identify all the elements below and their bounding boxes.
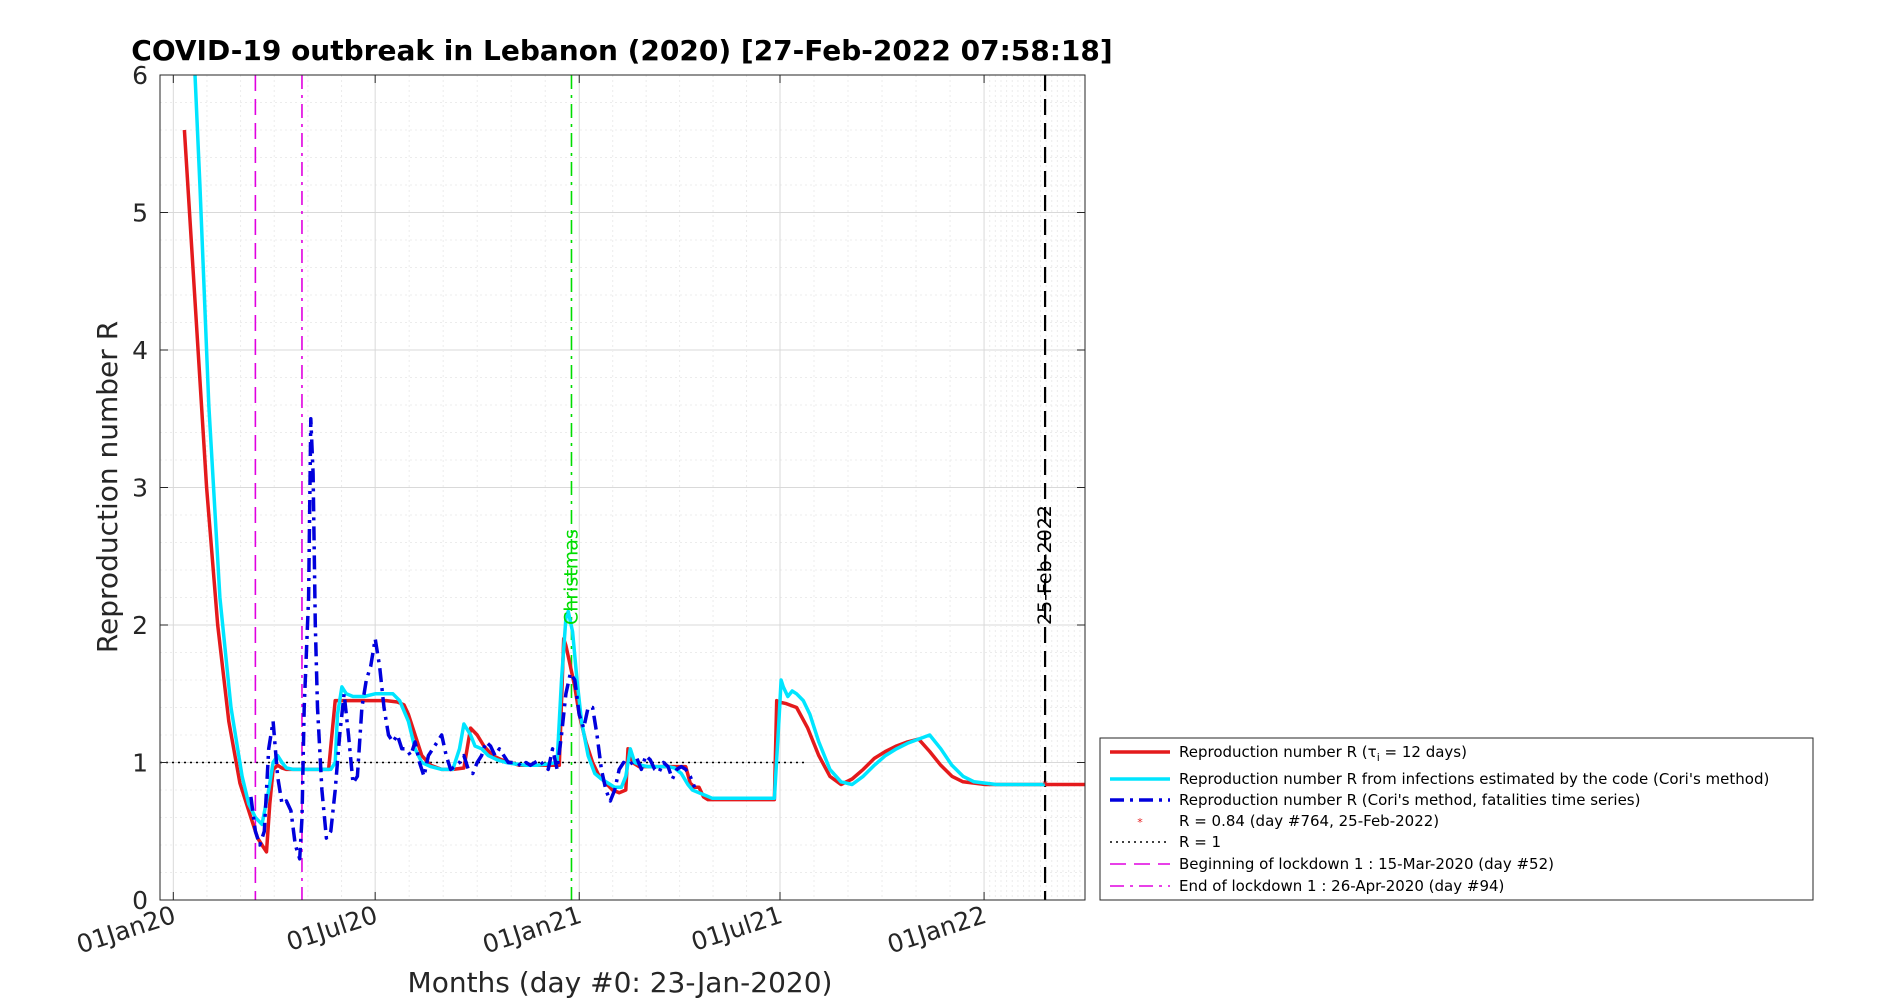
y-tick-label: 4	[132, 336, 148, 365]
chart-title: COVID-19 outbreak in Lebanon (2020) [27-…	[131, 34, 1112, 67]
reference-label-day-337: Christmas	[560, 529, 582, 625]
marker-current-r: *	[1042, 779, 1048, 792]
legend-label: R = 0.84 (day #764, 25-Feb-2022)	[1179, 812, 1439, 830]
y-tick-label: 1	[132, 749, 148, 778]
y-tick-label: 0	[132, 886, 148, 915]
legend-label: Reproduction number R (Cori's method, fa…	[1179, 791, 1640, 809]
legend-subscript: i	[1377, 751, 1380, 764]
legend-label: R = 1	[1179, 833, 1221, 851]
x-tick-label: 01Jul21	[688, 900, 786, 957]
legend-marker: *	[1137, 816, 1143, 829]
legend: Reproduction number R (τi = 12 days) Repr…	[1099, 737, 1814, 901]
reference-annotations: Christmas 25-Feb-2022	[560, 505, 1056, 625]
y-tick-label: 3	[132, 474, 148, 503]
legend-label: Reproduction number R (τi = 12 days)	[1179, 743, 1467, 764]
legend-label: End of lockdown 1 : 26-Apr-2020 (day #94…	[1179, 877, 1504, 895]
x-tick-label: 01Jan21	[479, 900, 585, 959]
legend-label-tail: = 12 days)	[1380, 743, 1467, 761]
legend-label: Reproduction number R from infections es…	[1179, 770, 1769, 788]
x-tick-label: 01Jul20	[283, 900, 381, 957]
y-tick-label: 5	[132, 199, 148, 228]
x-tick-label: 01Jan22	[884, 900, 990, 959]
y-tick-label: 6	[132, 61, 148, 90]
series-lines: *	[182, 75, 1085, 861]
series-line-2	[249, 416, 697, 861]
x-tick-label: 01Jan20	[73, 900, 179, 959]
x-axis-label: Months (day #0: 23-Jan-2020)	[408, 966, 833, 999]
legend-label: Beginning of lockdown 1 : 15-Mar-2020 (d…	[1179, 855, 1554, 873]
y-tick-label: 2	[132, 611, 148, 640]
y-axis-label: Reproduction number R	[91, 321, 124, 653]
reference-label-day-764: 25-Feb-2022	[1034, 505, 1056, 625]
legend-box	[1099, 737, 1814, 901]
